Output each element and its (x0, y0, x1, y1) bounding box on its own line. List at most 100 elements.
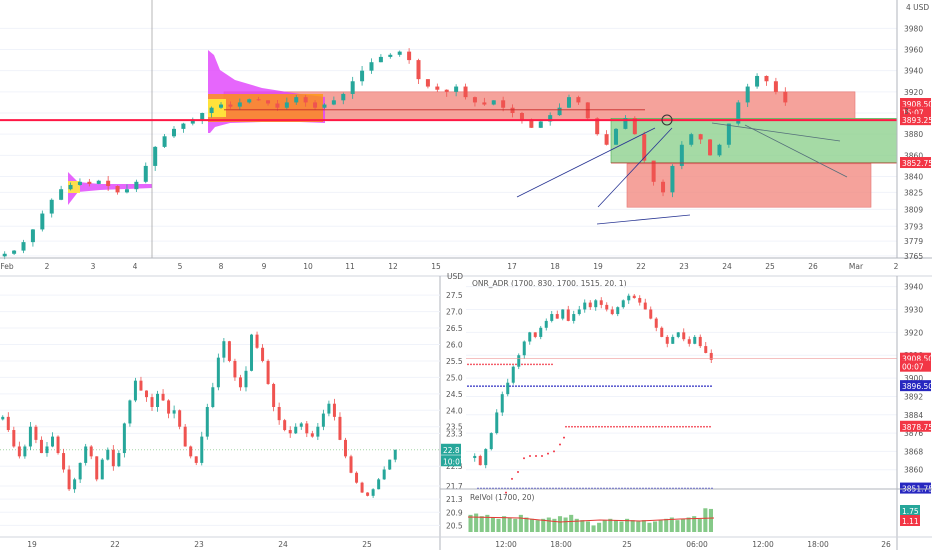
br-price-tick-label: 3884 (904, 411, 923, 420)
adr-high-dots (545, 363, 547, 366)
adr-upper-dots (568, 425, 570, 428)
candle (294, 426, 298, 434)
adr-upper-dots (634, 425, 636, 428)
adr-mid-dots (575, 385, 577, 388)
adr-mid-dots (584, 385, 586, 388)
candle (122, 423, 126, 454)
adr-mid-dots (515, 385, 517, 388)
adr-mid-dots (692, 385, 694, 388)
volume-average-value: 1.11 (902, 517, 919, 526)
candle (172, 410, 176, 414)
price-tick-label: 3920 (904, 88, 923, 97)
candle (67, 469, 71, 490)
candle (275, 103, 280, 108)
adr-upper-dots (571, 425, 573, 428)
candle (303, 97, 308, 103)
adr-mid-dots (641, 385, 643, 388)
adr-mid-dots (698, 385, 700, 388)
adr-upper-dots (601, 425, 603, 428)
candle (463, 86, 468, 98)
bl-countdown: 10:07 (443, 457, 465, 466)
volume-bar (675, 520, 680, 532)
candle (698, 134, 703, 140)
candle (96, 180, 101, 184)
adr-mid-dots (644, 385, 646, 388)
candle (194, 456, 198, 463)
adr-mid-dots (569, 385, 571, 388)
candle (49, 199, 54, 214)
br-price-label-bg (900, 352, 931, 364)
candle (632, 295, 636, 299)
adr-mid-dots (599, 385, 601, 388)
adr-mid-dots (650, 385, 652, 388)
adr-mid-dots (617, 385, 619, 388)
time-tick-label: 4 (133, 262, 138, 271)
candle (350, 81, 355, 94)
price-label-bg (900, 98, 931, 110)
adr-upper-dots (565, 425, 567, 428)
adr-high-dots (515, 363, 517, 366)
adr-mid-dots (656, 385, 658, 388)
candle (128, 400, 132, 424)
candle (416, 60, 421, 80)
adr-upper-dots (658, 425, 660, 428)
candle (605, 304, 609, 310)
candle (572, 314, 576, 321)
adr-mid-dots (653, 385, 655, 388)
br-time-tick-label: 18:00 (550, 540, 572, 549)
price-tick-label: 3980 (904, 24, 923, 33)
bl-last-value: 22.8 (443, 446, 460, 455)
adr-mid-dots (626, 385, 628, 388)
candle (638, 298, 642, 303)
adr-high-dots (542, 363, 544, 366)
adr-upper-dots (583, 425, 585, 428)
volume-bar (485, 514, 490, 532)
candle (627, 295, 631, 301)
time-tick-label: 3 (91, 262, 96, 271)
volume-bar (518, 514, 523, 532)
volume-bar (697, 518, 702, 532)
adr-mid-dots (593, 385, 595, 388)
candle (294, 97, 299, 103)
volume-average-line (467, 516, 715, 523)
adr-mid-dots (485, 385, 487, 388)
adr-mid-dots (680, 385, 682, 388)
candle (371, 489, 375, 496)
candle (45, 446, 49, 454)
candle (764, 75, 769, 82)
adr-step-dots (535, 454, 537, 457)
candle (660, 327, 664, 337)
volume-bar (552, 518, 557, 532)
candle (393, 449, 397, 460)
candle (708, 139, 713, 156)
adr-mid-dots (677, 385, 679, 388)
adr-upper-dots (619, 425, 621, 428)
br-price-tick-label: 3940 (904, 283, 923, 292)
candle (671, 336, 675, 344)
adr-high-dots (488, 363, 490, 366)
adr-high-dots (551, 363, 553, 366)
br-price-label-bg (900, 380, 931, 392)
time-tick-label: 11 (345, 262, 355, 271)
candle (299, 423, 303, 427)
candle (162, 136, 167, 147)
adr-step-dots (517, 470, 519, 473)
candle (511, 366, 515, 383)
trend-line (711, 122, 841, 142)
br-price-label: 3896.50 (902, 382, 932, 391)
price-zone (610, 118, 898, 164)
price-tick-label: 3825 (904, 188, 923, 197)
candle (378, 56, 383, 63)
candle (500, 394, 504, 413)
candle (665, 336, 669, 344)
candle (661, 181, 666, 193)
adr-upper-dots (577, 425, 579, 428)
price-label: 15:07 (902, 108, 924, 117)
adr-mid-dots (500, 385, 502, 388)
candle (649, 309, 653, 319)
candle (651, 160, 656, 182)
adr-mid-dots (557, 385, 559, 388)
candle (484, 449, 488, 466)
candle (528, 332, 532, 342)
adr-upper-dots (625, 425, 627, 428)
